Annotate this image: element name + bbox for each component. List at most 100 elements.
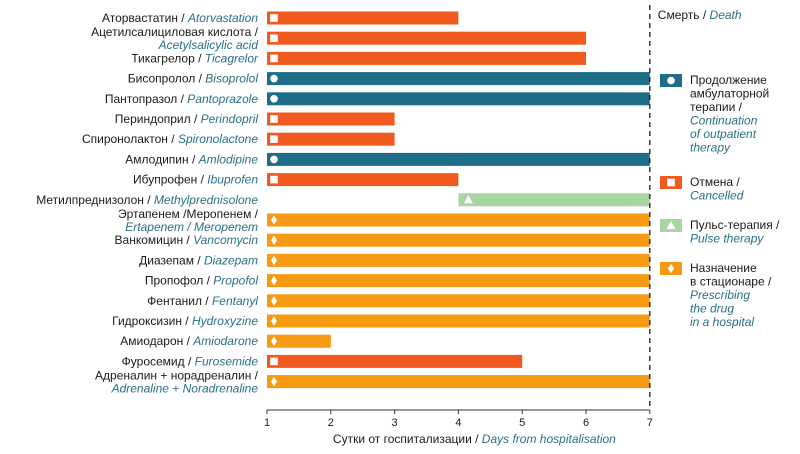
drug-label: Диазепам / Diazepam: [139, 253, 258, 267]
drug-name-ru: Гидроксизин /: [112, 314, 192, 328]
legend-item-cancelled: Отмена /Cancelled: [660, 175, 744, 203]
drug-label: Бисопролол / Bisoprolol: [128, 72, 259, 86]
drug-label: Аторвастатин / Atorvastation: [102, 11, 258, 25]
drug-label: Фуросемид / Furosemide: [122, 354, 259, 368]
drug-name-en: Bisoprolol: [205, 72, 258, 86]
square-legend-icon: [667, 178, 675, 187]
legend-text-ru: в стационаре /: [690, 275, 772, 289]
legend-text-en: Cancelled: [690, 189, 744, 203]
drug-row: [267, 152, 650, 166]
x-tick-label: 1: [264, 417, 270, 429]
drug-row: [267, 72, 650, 86]
x-tick-label: 5: [519, 417, 525, 429]
legend-text-ru: Продолжение: [690, 73, 767, 87]
square-marker-icon: [270, 14, 278, 22]
drug-name-ru: Периндоприл /: [115, 112, 201, 126]
x-tick-label: 7: [647, 417, 653, 429]
circle-marker-icon: [270, 155, 278, 164]
death-label-ru: Смерть /: [658, 8, 710, 22]
bar-pulse: [458, 193, 650, 207]
x-tick-label: 3: [392, 417, 398, 429]
bar-hospital: [267, 294, 650, 308]
diamond-marker-icon: [271, 376, 277, 387]
drug-label-en: Acetylsalicylic acid: [158, 38, 259, 52]
drug-row: [267, 375, 650, 389]
drug-label: Ибупрофен / Ibuprofen: [133, 173, 258, 187]
drug-name-ru: Ацетилсалициловая кислота /: [91, 25, 259, 39]
drug-label: Амиодарон / Amiodarone: [120, 334, 258, 348]
diamond-marker-icon: [271, 336, 277, 346]
drug-name-en: Amiodarone: [192, 334, 258, 348]
drug-name-ru: Фентанил /: [147, 294, 212, 308]
drug-row: [267, 274, 650, 288]
drug-name-ru: Пропофол /: [145, 274, 213, 288]
x-axis-title-ru: Сутки от госпитализации /: [333, 432, 482, 446]
drug-name-ru: Фуросемид /: [122, 354, 195, 368]
drug-label: Спиронолактон / Spironolactone: [82, 132, 258, 146]
bar-hospital: [267, 274, 650, 288]
drug-name-en: Diazepam: [204, 253, 258, 267]
death-label-en: Death: [710, 8, 742, 22]
drug-name-ru: Ванкомицин /: [115, 233, 194, 247]
drug-row: [267, 132, 395, 146]
legend-text-en: the drug: [690, 302, 734, 316]
bar-hospital: [267, 253, 650, 267]
drug-name-en: Hydroxyzine: [192, 314, 258, 328]
drug-label: Фентанил / Fentanyl: [147, 294, 258, 308]
drug-row: [267, 253, 650, 267]
drug-name-en: Propofol: [213, 274, 258, 288]
bar-hospital: [267, 314, 650, 328]
legend-item-pulse: Пульс-терапия /Pulse therapy: [660, 218, 780, 246]
drug-name-en: Methylprednisolone: [154, 193, 258, 207]
bar-cancelled: [267, 51, 586, 65]
drug-name-ru: Метилпреднизолон /: [36, 193, 154, 207]
square-marker-icon: [270, 135, 278, 143]
x-tick-label: 4: [455, 417, 461, 429]
circle-marker-icon: [270, 95, 278, 103]
x-tick-label: 6: [583, 417, 589, 429]
drug-name-en: Atorvastation: [187, 11, 258, 25]
x-tick-label: 2: [328, 417, 334, 429]
bar-cancelled: [267, 354, 523, 368]
drug-name-ru: Ибупрофен /: [133, 173, 207, 187]
drug-name-en: Fentanyl: [212, 294, 258, 308]
drug-name-ru: Тикагрелор /: [131, 51, 205, 65]
legend-text-en: therapy: [690, 141, 731, 155]
bar-cancelled: [267, 173, 459, 187]
drug-row: [267, 31, 586, 45]
drug-row: [267, 51, 586, 65]
bar-cancelled: [267, 31, 586, 45]
drug-name-en: Ertapenem / Meropenem: [125, 220, 258, 234]
drug-name-en: Spironolactone: [178, 132, 258, 146]
drug-labels: Аторвастатин / AtorvastationАцетилсалици…: [36, 11, 259, 396]
diamond-marker-icon: [271, 275, 277, 286]
drug-label: Периндоприл / Perindopril: [115, 112, 259, 126]
circle-marker-icon: [270, 74, 278, 83]
drug-name-en: Pantoprazole: [187, 92, 258, 106]
bar-cancelled: [267, 11, 459, 25]
square-marker-icon: [270, 34, 278, 42]
drug-name-en: Ibuprofen: [207, 173, 258, 187]
diamond-legend-icon: [668, 263, 674, 274]
bar-continuation: [267, 92, 650, 106]
x-axis-title: Сутки от госпитализации / Days from hosp…: [333, 432, 616, 446]
legend-text-en: Continuation: [690, 114, 758, 128]
drug-label: Метилпреднизолон / Methylprednisolone: [36, 193, 258, 207]
diamond-marker-icon: [271, 215, 277, 225]
drug-row: [267, 173, 459, 187]
x-axis: 1 2 3 4 5 6 7 Сутки от госпитализации / Days fr…: [264, 5, 742, 446]
bar-cancelled: [267, 132, 395, 146]
square-marker-icon: [270, 115, 278, 123]
drug-row: [267, 112, 395, 126]
bar-hospital: [267, 334, 331, 348]
bar-continuation: [267, 152, 650, 166]
drug-name-en: Amlodipine: [198, 152, 259, 166]
x-axis-title-en: Days from hospitalisation: [482, 432, 616, 446]
drug-label-en: Ertapenem / Meropenem: [125, 220, 258, 234]
drug-row: [267, 11, 459, 25]
bar-hospital: [267, 375, 650, 389]
legend-text-en: of outpatient: [690, 127, 757, 141]
drug-name-en: Perindopril: [201, 112, 259, 126]
death-label: Смерть / Death: [658, 8, 742, 22]
